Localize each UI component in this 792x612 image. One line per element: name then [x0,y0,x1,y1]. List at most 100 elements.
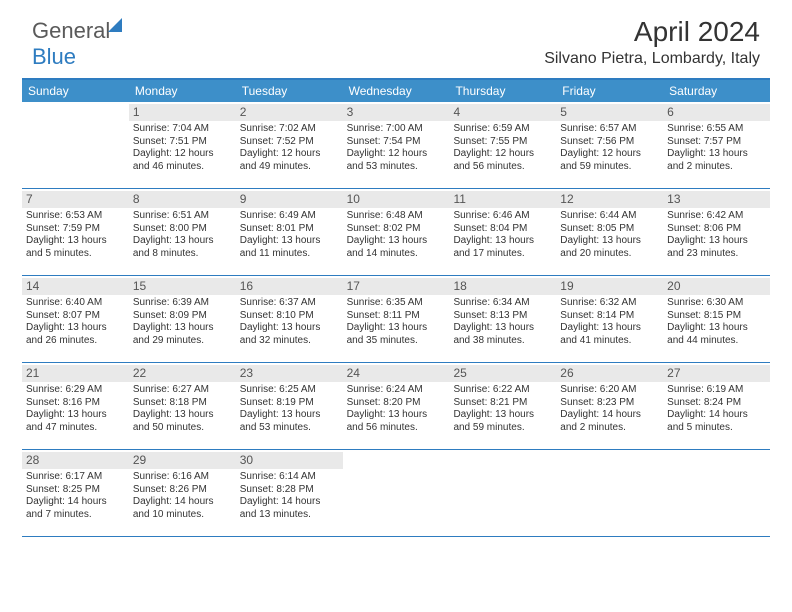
weekday-label: Sunday [22,80,129,102]
sunset-text: Sunset: 8:00 PM [133,223,232,236]
sunrise-text: Sunrise: 6:44 AM [560,210,659,223]
sunrise-text: Sunrise: 7:02 AM [240,123,339,136]
daylight-text: Daylight: 13 hours and 44 minutes. [667,322,766,347]
calendar-cell: 29Sunrise: 6:16 AMSunset: 8:26 PMDayligh… [129,450,236,536]
calendar-week: 1Sunrise: 7:04 AMSunset: 7:51 PMDaylight… [22,102,770,189]
brand-part1: General [32,18,110,43]
sunrise-text: Sunrise: 6:29 AM [26,384,125,397]
sunrise-text: Sunrise: 6:35 AM [347,297,446,310]
daylight-text: Daylight: 12 hours and 53 minutes. [347,148,446,173]
sunset-text: Sunset: 8:10 PM [240,310,339,323]
weekday-label: Tuesday [236,80,343,102]
day-number: 4 [449,104,556,121]
sunset-text: Sunset: 8:23 PM [560,397,659,410]
sunset-text: Sunset: 7:59 PM [26,223,125,236]
daylight-text: Daylight: 13 hours and 29 minutes. [133,322,232,347]
page-title-block: April 2024 Silvano Pietra, Lombardy, Ita… [544,16,760,68]
daylight-text: Daylight: 12 hours and 46 minutes. [133,148,232,173]
day-number: 3 [343,104,450,121]
calendar-cell: 9Sunrise: 6:49 AMSunset: 8:01 PMDaylight… [236,189,343,275]
daylight-text: Daylight: 13 hours and 38 minutes. [453,322,552,347]
daylight-text: Daylight: 13 hours and 23 minutes. [667,235,766,260]
calendar-cell: 27Sunrise: 6:19 AMSunset: 8:24 PMDayligh… [663,363,770,449]
sunset-text: Sunset: 8:06 PM [667,223,766,236]
calendar-cell: 10Sunrise: 6:48 AMSunset: 8:02 PMDayligh… [343,189,450,275]
calendar-cell: 14Sunrise: 6:40 AMSunset: 8:07 PMDayligh… [22,276,129,362]
daylight-text: Daylight: 13 hours and 26 minutes. [26,322,125,347]
calendar-cell [449,450,556,536]
daylight-text: Daylight: 13 hours and 11 minutes. [240,235,339,260]
day-number: 11 [449,191,556,208]
sunset-text: Sunset: 8:14 PM [560,310,659,323]
calendar-cell: 26Sunrise: 6:20 AMSunset: 8:23 PMDayligh… [556,363,663,449]
day-number: 10 [343,191,450,208]
daylight-text: Daylight: 12 hours and 59 minutes. [560,148,659,173]
calendar-cell: 21Sunrise: 6:29 AMSunset: 8:16 PMDayligh… [22,363,129,449]
calendar-cell: 13Sunrise: 6:42 AMSunset: 8:06 PMDayligh… [663,189,770,275]
location-subtitle: Silvano Pietra, Lombardy, Italy [544,50,760,68]
daylight-text: Daylight: 14 hours and 2 minutes. [560,409,659,434]
sunset-text: Sunset: 7:56 PM [560,136,659,149]
weekday-label: Saturday [663,80,770,102]
day-number: 9 [236,191,343,208]
sunrise-text: Sunrise: 6:16 AM [133,471,232,484]
day-number: 14 [22,278,129,295]
sunrise-text: Sunrise: 6:42 AM [667,210,766,223]
day-number: 19 [556,278,663,295]
weekday-label: Wednesday [343,80,450,102]
sunrise-text: Sunrise: 6:37 AM [240,297,339,310]
day-number: 25 [449,365,556,382]
sunset-text: Sunset: 7:54 PM [347,136,446,149]
day-number: 2 [236,104,343,121]
daylight-text: Daylight: 13 hours and 41 minutes. [560,322,659,347]
sunset-text: Sunset: 7:57 PM [667,136,766,149]
day-number: 24 [343,365,450,382]
day-number: 16 [236,278,343,295]
sunrise-text: Sunrise: 6:39 AM [133,297,232,310]
sunset-text: Sunset: 8:05 PM [560,223,659,236]
sunrise-text: Sunrise: 6:17 AM [26,471,125,484]
sunrise-text: Sunrise: 6:25 AM [240,384,339,397]
calendar-cell: 5Sunrise: 6:57 AMSunset: 7:56 PMDaylight… [556,102,663,188]
daylight-text: Daylight: 12 hours and 49 minutes. [240,148,339,173]
sunrise-text: Sunrise: 6:48 AM [347,210,446,223]
calendar-cell: 19Sunrise: 6:32 AMSunset: 8:14 PMDayligh… [556,276,663,362]
sunset-text: Sunset: 8:04 PM [453,223,552,236]
sunrise-text: Sunrise: 6:51 AM [133,210,232,223]
calendar-week: 14Sunrise: 6:40 AMSunset: 8:07 PMDayligh… [22,276,770,363]
day-number: 18 [449,278,556,295]
calendar: SundayMondayTuesdayWednesdayThursdayFrid… [22,78,770,537]
sunrise-text: Sunrise: 6:34 AM [453,297,552,310]
calendar-cell: 25Sunrise: 6:22 AMSunset: 8:21 PMDayligh… [449,363,556,449]
sunrise-text: Sunrise: 6:53 AM [26,210,125,223]
daylight-text: Daylight: 13 hours and 20 minutes. [560,235,659,260]
daylight-text: Daylight: 13 hours and 14 minutes. [347,235,446,260]
calendar-cell: 16Sunrise: 6:37 AMSunset: 8:10 PMDayligh… [236,276,343,362]
weekday-label: Monday [129,80,236,102]
calendar-cell: 8Sunrise: 6:51 AMSunset: 8:00 PMDaylight… [129,189,236,275]
daylight-text: Daylight: 12 hours and 56 minutes. [453,148,552,173]
sunrise-text: Sunrise: 6:14 AM [240,471,339,484]
day-number: 29 [129,452,236,469]
sunset-text: Sunset: 8:01 PM [240,223,339,236]
sunrise-text: Sunrise: 6:55 AM [667,123,766,136]
day-number: 7 [22,191,129,208]
calendar-week: 21Sunrise: 6:29 AMSunset: 8:16 PMDayligh… [22,363,770,450]
daylight-text: Daylight: 13 hours and 2 minutes. [667,148,766,173]
sunset-text: Sunset: 7:55 PM [453,136,552,149]
sunrise-text: Sunrise: 7:00 AM [347,123,446,136]
sunset-text: Sunset: 8:25 PM [26,484,125,497]
daylight-text: Daylight: 13 hours and 53 minutes. [240,409,339,434]
calendar-cell: 3 Sunrise: 7:00 AMSunset: 7:54 PMDaylight… [343,102,450,188]
calendar-cell: 1Sunrise: 7:04 AMSunset: 7:51 PMDaylight… [129,102,236,188]
daylight-text: Daylight: 13 hours and 56 minutes. [347,409,446,434]
sunset-text: Sunset: 8:13 PM [453,310,552,323]
weekday-label: Thursday [449,80,556,102]
brand-part2: Blue [32,44,76,69]
calendar-cell: 22Sunrise: 6:27 AMSunset: 8:18 PMDayligh… [129,363,236,449]
brand-triangle-icon [108,18,122,32]
sunset-text: Sunset: 8:28 PM [240,484,339,497]
day-number: 1 [129,104,236,121]
day-number: 23 [236,365,343,382]
sunrise-text: Sunrise: 6:20 AM [560,384,659,397]
